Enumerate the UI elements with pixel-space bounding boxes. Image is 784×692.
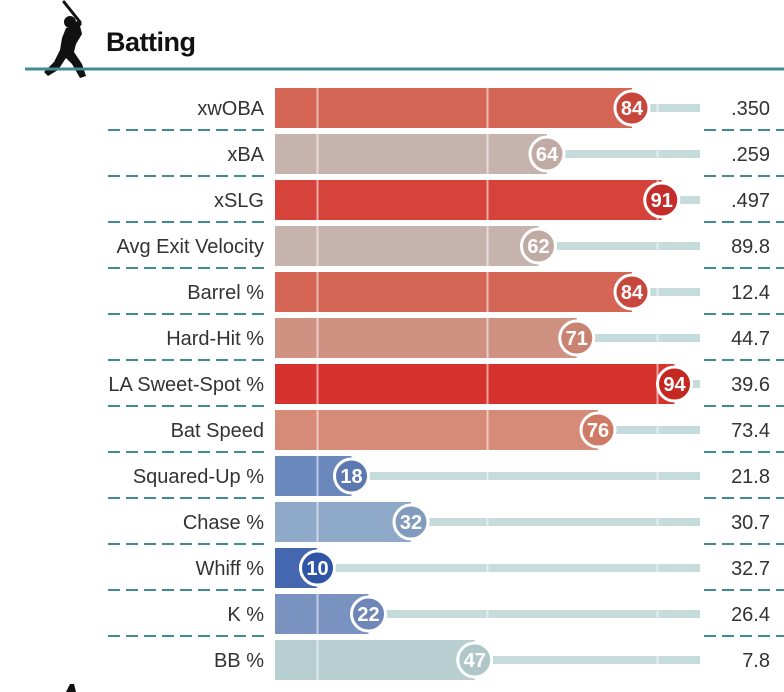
percentile-circle-5	[558, 319, 596, 357]
percentile-label-4: 84	[621, 282, 644, 304]
bar-0	[275, 88, 632, 128]
row-value-9: 30.7	[731, 512, 770, 534]
row-label-3: Avg Exit Velocity	[117, 236, 264, 258]
bar-9	[275, 502, 411, 542]
bar-4	[275, 272, 632, 312]
row-label-4: Barrel %	[187, 282, 264, 304]
percentile-label-9: 32	[400, 512, 422, 534]
row-label-5: Hard-Hit %	[166, 328, 264, 350]
percentile-circle-8	[333, 457, 370, 495]
bar-7	[275, 410, 598, 450]
percentile-label-11: 22	[357, 604, 379, 626]
percentile-circle-4	[613, 273, 651, 311]
percentile-circle-2	[643, 181, 681, 219]
percentile-label-0: 84	[621, 98, 644, 120]
percentile-circle-6	[656, 365, 693, 403]
row-label-6: LA Sweet-Spot %	[108, 374, 264, 396]
percentile-label-1: 64	[536, 144, 559, 166]
row-label-8: Squared-Up %	[133, 466, 264, 488]
bar-5	[275, 318, 577, 358]
bar-12	[275, 640, 475, 680]
percentile-circle-7	[579, 411, 617, 449]
percentile-label-10: 10	[306, 558, 328, 580]
row-label-7: Bat Speed	[171, 420, 264, 442]
percentile-circle-11	[350, 595, 387, 633]
percentile-label-5: 71	[566, 328, 588, 350]
row-label-2: xSLG	[214, 190, 264, 212]
row-value-12: 7.8	[742, 650, 770, 672]
bar-1	[275, 134, 547, 174]
percentile-circle-9	[392, 503, 430, 541]
batter-icon	[44, 0, 86, 78]
percentile-label-12: 47	[464, 650, 486, 672]
percentile-label-7: 76	[587, 420, 609, 442]
section-title: Batting	[106, 27, 196, 57]
row-label-11: K %	[227, 604, 264, 626]
row-value-3: 89.8	[731, 236, 770, 258]
row-value-10: 32.7	[731, 558, 770, 580]
next-section-icon	[66, 684, 76, 692]
bar-2	[275, 180, 662, 220]
percentile-circle-1	[528, 135, 566, 173]
row-value-5: 44.7	[731, 328, 770, 350]
row-label-10: Whiff %	[195, 558, 264, 580]
bar-6	[275, 364, 675, 404]
row-label-0: xwOBA	[197, 98, 264, 120]
row-label-12: BB %	[214, 650, 264, 672]
percentile-circle-3	[520, 227, 557, 265]
row-value-4: 12.4	[731, 282, 770, 304]
percentile-label-8: 18	[340, 466, 362, 488]
percentile-circle-0	[613, 89, 651, 127]
row-value-11: 26.4	[731, 604, 770, 626]
row-label-1: xBA	[227, 144, 264, 166]
percentile-label-6: 94	[663, 374, 686, 396]
percentile-circle-10	[299, 549, 336, 587]
row-label-9: Chase %	[183, 512, 264, 534]
percentile-circle-12	[456, 641, 494, 679]
row-value-0: .350	[731, 98, 770, 120]
bar-3	[275, 226, 539, 266]
row-value-8: 21.8	[731, 466, 770, 488]
row-value-7: 73.4	[731, 420, 770, 442]
row-value-2: .497	[731, 190, 770, 212]
percentile-label-2: 91	[651, 190, 673, 212]
row-value-6: 39.6	[731, 374, 770, 396]
percentile-label-3: 62	[527, 236, 549, 258]
row-value-1: .259	[731, 144, 770, 166]
